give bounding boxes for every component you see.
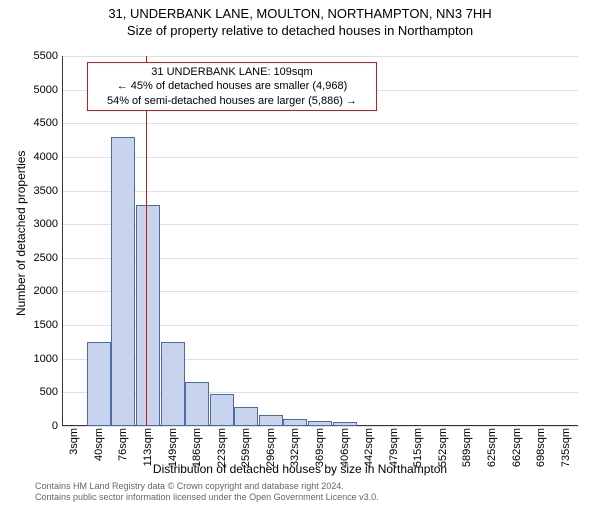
x-tick-label: 76sqm (117, 428, 129, 461)
chart-title-address: 31, UNDERBANK LANE, MOULTON, NORTHAMPTON… (0, 6, 600, 21)
x-axis-label: Distribution of detached houses by size … (0, 462, 600, 476)
y-tick-label: 3000 (34, 218, 58, 230)
annotation-box: 31 UNDERBANK LANE: 109sqm← 45% of detach… (87, 62, 377, 111)
gridline (62, 123, 578, 124)
bar (111, 137, 135, 426)
bar (333, 422, 357, 426)
y-tick-label: 1500 (34, 319, 58, 331)
plot-area: 0500100015002000250030003500400045005000… (62, 56, 578, 426)
footer-attribution: Contains HM Land Registry data © Crown c… (35, 481, 379, 502)
annotation-line3: 54% of semi-detached houses are larger (… (93, 94, 371, 108)
y-tick-label: 5000 (34, 84, 58, 96)
y-tick-label: 4000 (34, 151, 58, 163)
bar (308, 421, 332, 426)
bar (259, 415, 283, 426)
y-tick-label: 5500 (34, 50, 58, 62)
bar (87, 342, 111, 426)
annotation-line1: 31 UNDERBANK LANE: 109sqm (93, 65, 371, 79)
bar (161, 342, 185, 426)
gridline (62, 56, 578, 57)
y-tick-label: 4500 (34, 117, 58, 129)
gridline (62, 191, 578, 192)
x-tick-label: 3sqm (68, 428, 80, 455)
marker-line (146, 56, 147, 426)
y-tick-label: 3500 (34, 185, 58, 197)
footer-line2: Contains public sector information licen… (35, 492, 379, 502)
gridline (62, 157, 578, 158)
chart-title-subtitle: Size of property relative to detached ho… (0, 23, 600, 38)
y-tick-label: 0 (52, 420, 58, 432)
bar (185, 382, 209, 426)
bar (234, 407, 258, 426)
bar (210, 394, 234, 426)
bar (283, 419, 307, 426)
gridline (62, 426, 578, 427)
footer-line1: Contains HM Land Registry data © Crown c… (35, 481, 379, 491)
x-tick-label: 40sqm (93, 428, 105, 461)
annotation-line2: ← 45% of detached houses are smaller (4,… (93, 79, 371, 93)
x-tick-label: 113sqm (142, 428, 154, 466)
y-tick-label: 500 (40, 386, 58, 398)
bar (136, 205, 160, 426)
y-tick-label: 2500 (34, 252, 58, 264)
y-tick-label: 1000 (34, 353, 58, 365)
y-axis-label: Number of detached properties (14, 151, 28, 316)
y-tick-label: 2000 (34, 285, 58, 297)
